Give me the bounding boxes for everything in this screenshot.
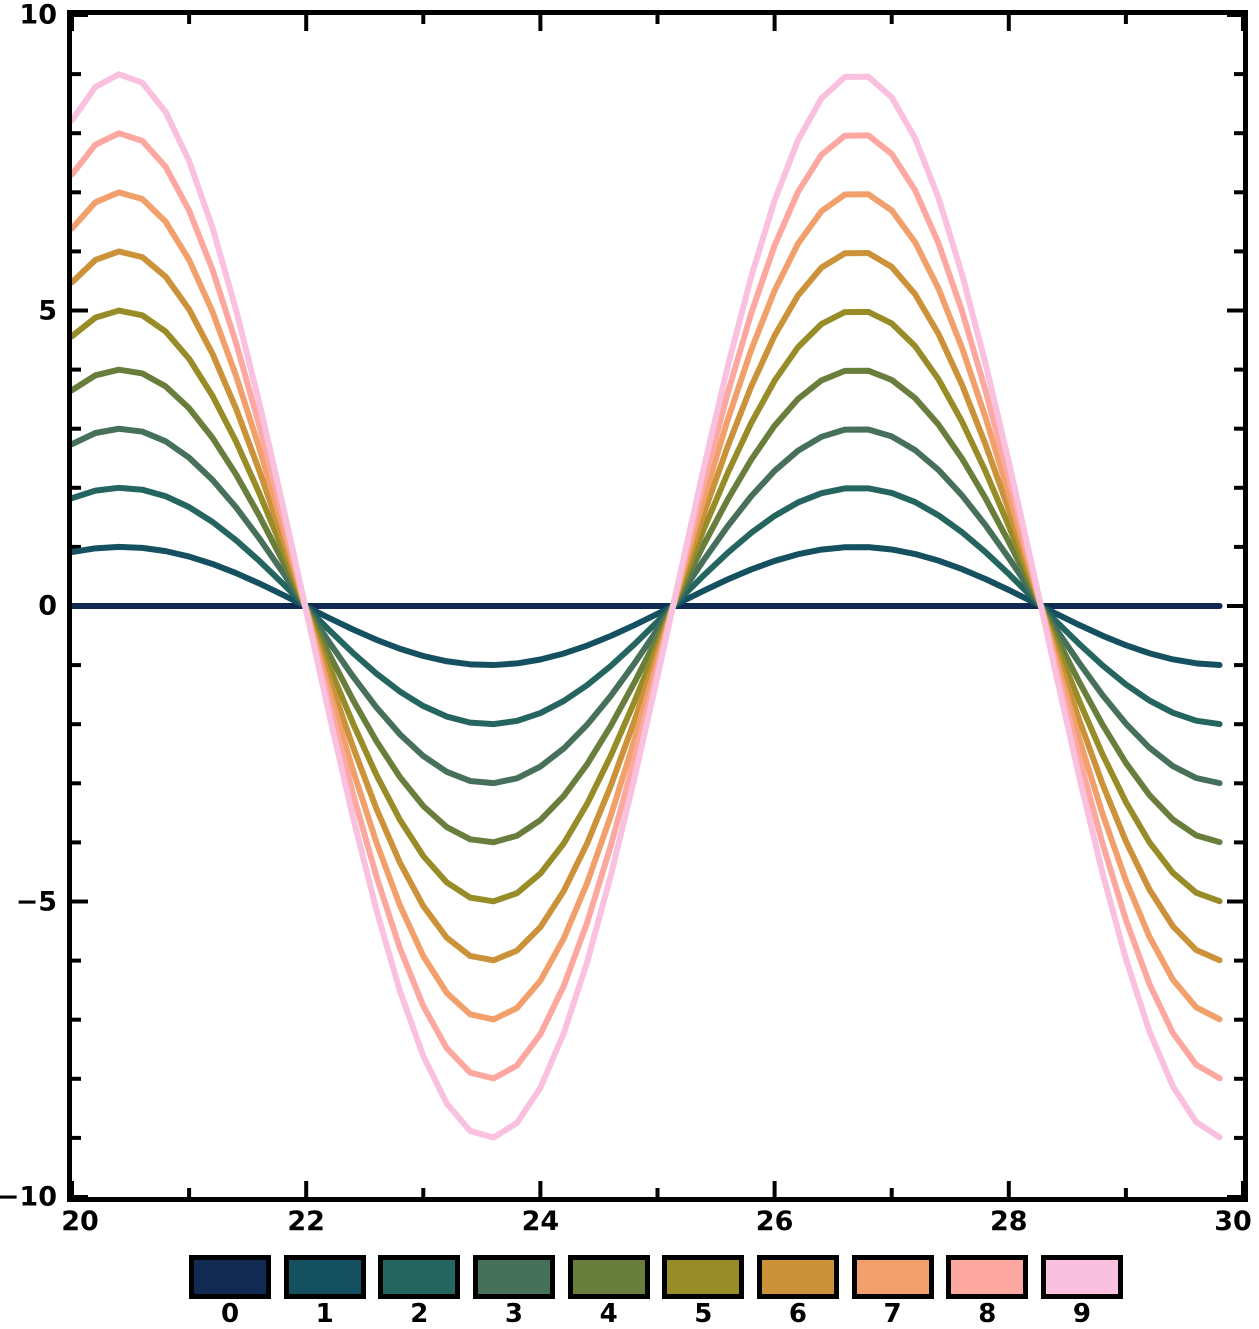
legend-entry[interactable]: 8 [943, 1255, 1031, 1328]
legend-label: 3 [504, 1299, 524, 1329]
legend-color-swatch [1040, 1255, 1123, 1299]
legend-entry[interactable]: 2 [375, 1255, 463, 1328]
legend-label: 0 [220, 1299, 240, 1329]
y-tick-label: −10 [0, 1181, 57, 1213]
x-tick-label: 24 [521, 1206, 560, 1237]
legend-color-swatch [567, 1255, 650, 1299]
series-canvas [72, 15, 1243, 1197]
legend-entry[interactable]: 5 [659, 1255, 747, 1328]
legend-color-swatch [283, 1255, 366, 1299]
x-tick-label: 30 [1214, 1206, 1252, 1237]
legend-color-swatch [189, 1255, 271, 1299]
legend-color-swatch [756, 1255, 839, 1299]
plot-area [67, 10, 1248, 1202]
x-tick-label: 28 [990, 1206, 1028, 1237]
legend-entry[interactable]: 6 [754, 1255, 842, 1328]
legend-entry[interactable]: 0 [186, 1255, 274, 1328]
legend-entry[interactable]: 9 [1038, 1255, 1126, 1328]
legend: 0 1 2 3 4 5 6 7 8 9 [186, 1255, 1126, 1328]
legend-color-swatch [851, 1255, 934, 1299]
legend-label: 6 [788, 1299, 807, 1329]
y-tick-label: 10 [19, 0, 57, 31]
legend-entry[interactable]: 4 [565, 1255, 653, 1328]
x-tick-label: 26 [755, 1206, 794, 1237]
legend-label: 7 [883, 1299, 902, 1329]
legend-label: 1 [315, 1299, 334, 1329]
legend-color-swatch [472, 1255, 555, 1299]
y-tick-label: 5 [38, 295, 57, 326]
legend-entry[interactable]: 3 [470, 1255, 558, 1328]
legend-label: 8 [978, 1299, 997, 1329]
legend-entry[interactable]: 1 [281, 1255, 369, 1328]
y-tick-label: 0 [38, 590, 57, 622]
legend-entry[interactable]: 7 [849, 1255, 937, 1328]
legend-color-swatch [662, 1255, 745, 1299]
series-line [72, 484, 1223, 728]
x-tick-label: 20 [61, 1206, 99, 1237]
legend-label: 9 [1072, 1299, 1091, 1329]
legend-label: 4 [599, 1299, 618, 1329]
legend-color-swatch [946, 1255, 1029, 1299]
x-tick-label: 22 [287, 1206, 325, 1237]
series-line [72, 543, 1223, 669]
series-line [72, 71, 1223, 1141]
legend-label: 2 [410, 1299, 429, 1329]
y-tick-label: −5 [15, 886, 57, 917]
legend-color-swatch [378, 1255, 461, 1299]
legend-label: 5 [694, 1299, 713, 1329]
